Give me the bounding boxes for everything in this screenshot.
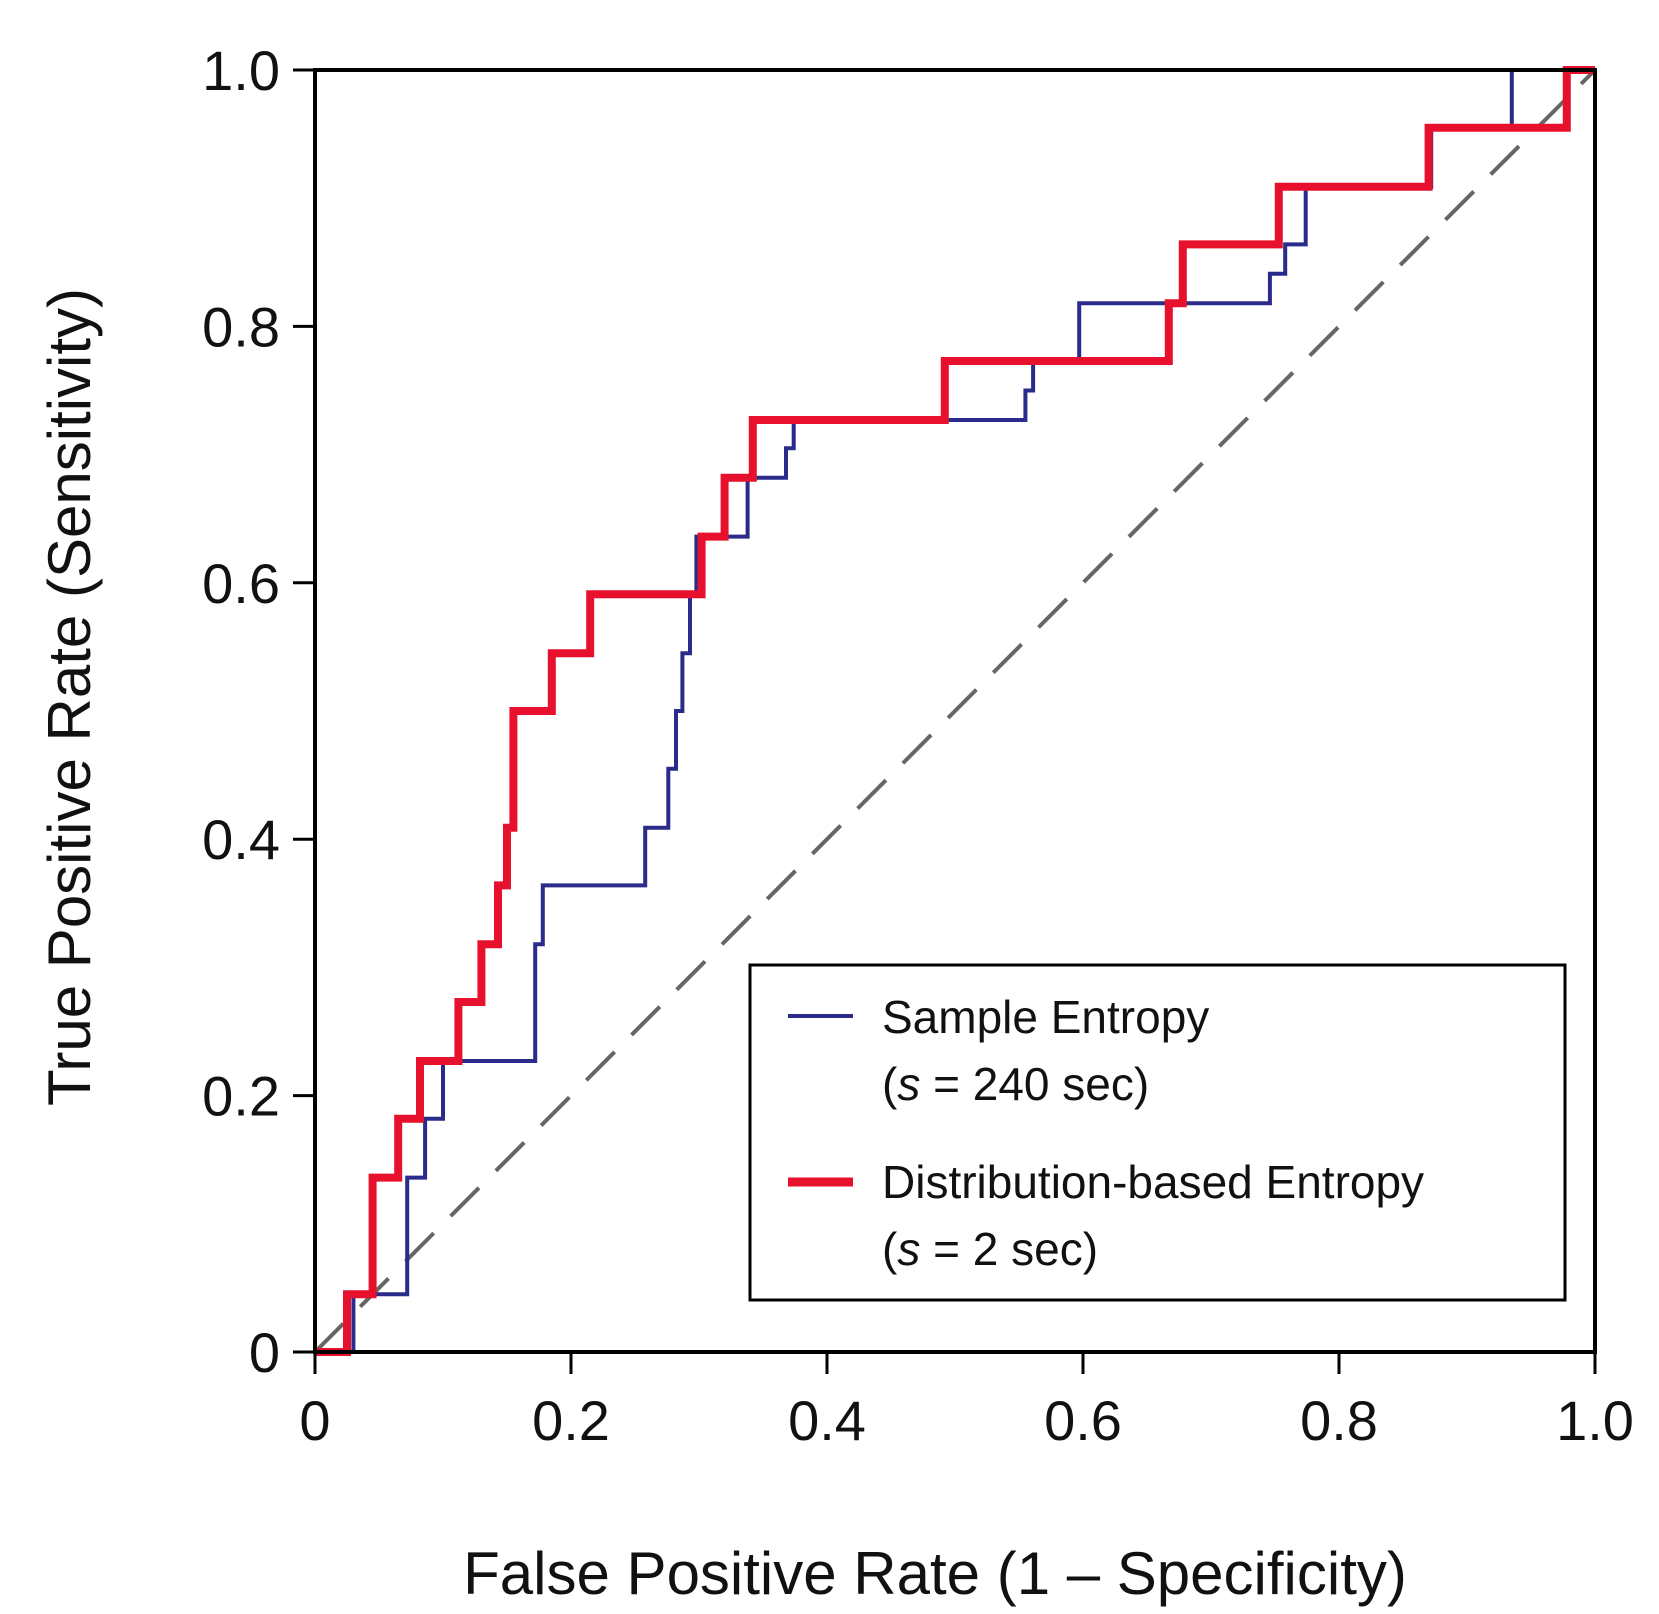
legend-note-sample-entropy: (s = 240 sec) [882,1058,1149,1110]
y-tick-label: 0.6 [202,552,280,615]
x-tick-label: 0.4 [788,1389,866,1452]
reference-diagonal-line [313,68,1597,1354]
y-axis-title: True Positive Rate (Sensitivity) [36,288,103,1106]
y-tick-label: 0 [249,1321,280,1384]
y-tick-label: 1.0 [202,39,280,102]
y-tick-label: 0.2 [202,1065,280,1128]
x-tick-label: 1.0 [1556,1389,1634,1452]
legend-label-distribution-entropy: Distribution-based Entropy [882,1156,1424,1208]
plot-frame [313,68,1597,1354]
x-axis-title: False Positive Rate (1 – Specificity) [463,1540,1407,1607]
reference-line-layer [313,68,1597,1354]
legend: Sample Entropy (s = 240 sec) Distributio… [748,963,1567,1302]
x-tick-label: 0.2 [532,1389,610,1452]
x-tick-label: 0 [299,1389,330,1452]
legend-box [748,963,1567,1302]
x-tick-label: 0.6 [1044,1389,1122,1452]
series-line-distribution-entropy [315,66,1595,1356]
y-tick-label: 0.4 [202,808,280,871]
series-line-sample-entropy [315,68,1595,1354]
legend-note-distribution-entropy: (s = 2 sec) [882,1223,1098,1275]
series-layer [315,66,1595,1356]
y-tick-label: 0.8 [202,295,280,358]
legend-label-sample-entropy: Sample Entropy [882,991,1209,1043]
ticks-layer: 0 0.2 0.4 0.6 0.8 1.0 0 0.2 0.4 0.6 0.8 1.0 [202,39,1634,1452]
x-tick-label: 0.8 [1300,1389,1378,1452]
